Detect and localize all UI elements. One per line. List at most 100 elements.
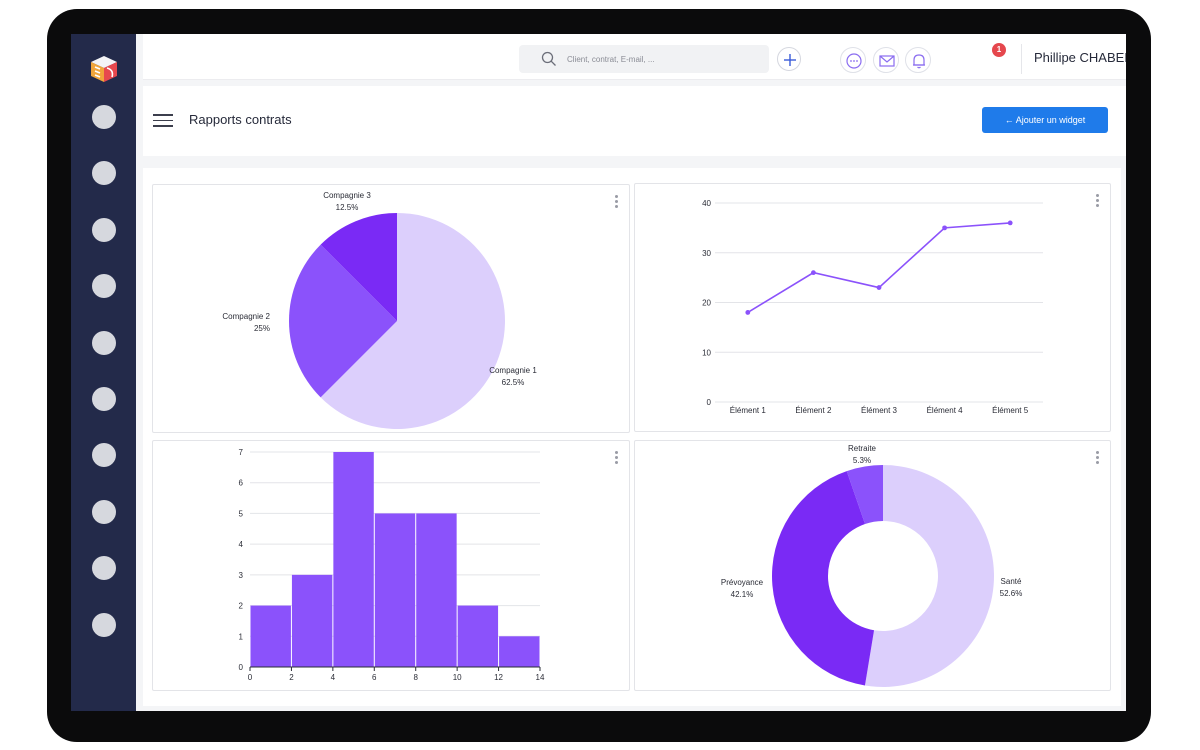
- x-tick-label: 2: [289, 673, 294, 682]
- histogram-bar: [250, 605, 291, 667]
- y-tick-label: 30: [702, 249, 711, 258]
- line-point: [1007, 220, 1013, 226]
- search-box[interactable]: [519, 45, 769, 73]
- sidebar-item-4[interactable]: [92, 274, 116, 298]
- app-screen: 1 Phillipe CHABERT Rapports contrats ← A…: [71, 34, 1126, 711]
- pie-label-name: Compagnie 3: [323, 191, 371, 200]
- notifications-button[interactable]: [905, 47, 931, 73]
- sidebar-item-1[interactable]: [92, 105, 116, 129]
- pie-label-name: Compagnie 2: [222, 312, 270, 321]
- donut-slice: [772, 471, 875, 686]
- bar-chart-card: 0 1 2 3 4 5 6 7 0 2 4 6 8 10 12 14: [152, 440, 630, 691]
- top-bar: 1 Phillipe CHABERT: [143, 34, 1126, 80]
- search-input[interactable]: [567, 49, 757, 69]
- page-title: Rapports contrats: [189, 112, 292, 127]
- plus-icon: [784, 54, 796, 66]
- donut-label-value: 42.1%: [731, 590, 754, 599]
- sidebar-item-6[interactable]: [92, 387, 116, 411]
- y-tick-label: 3: [239, 571, 244, 580]
- more-options-icon[interactable]: [615, 451, 619, 465]
- more-options-icon[interactable]: [615, 195, 619, 209]
- x-tick-label: Élément 4: [927, 406, 964, 415]
- line-series: [747, 222, 1011, 314]
- histogram-bar: [374, 513, 416, 667]
- x-tick-label: Élément 5: [992, 406, 1029, 415]
- sidebar: [71, 34, 136, 711]
- donut-label-value: 5.3%: [853, 456, 871, 465]
- line-point: [942, 225, 947, 231]
- divider: [1021, 44, 1022, 74]
- notification-badge: 1: [992, 43, 1006, 57]
- sidebar-item-8[interactable]: [92, 500, 116, 524]
- y-tick-label: 6: [239, 479, 244, 488]
- donut-label-name: Retraite: [848, 444, 877, 453]
- x-tick-label: 12: [494, 673, 503, 682]
- pie-chart-card: Compagnie 1 62.5% Compagnie 2 25% Compagnie …: [152, 184, 630, 433]
- donut-chart: Santé 52.6% Prévoyance 42.1% Retraite 5.3%: [721, 444, 1023, 687]
- chat-icon: [846, 53, 862, 69]
- x-tick-label: 4: [331, 673, 336, 682]
- pie-slice: [320, 213, 505, 429]
- y-tick-label: 5: [239, 509, 244, 518]
- app-logo-icon: [91, 56, 117, 82]
- donut-label-name: Prévoyance: [721, 578, 764, 587]
- mail-button[interactable]: [873, 47, 899, 73]
- widgets-area: Compagnie 1 62.5% Compagnie 2 25% Compagnie …: [143, 168, 1121, 706]
- y-tick-label: 0: [239, 663, 244, 672]
- add-button[interactable]: [777, 47, 801, 71]
- pie-chart: Compagnie 1 62.5% Compagnie 2 25% Compagnie …: [222, 191, 537, 429]
- x-tick-label: 10: [453, 673, 462, 682]
- x-tick-label: 0: [248, 673, 253, 682]
- sidebar-item-5[interactable]: [92, 331, 116, 355]
- page-header: Rapports contrats ← Ajouter un widget: [143, 86, 1126, 156]
- histogram-bar: [291, 574, 333, 667]
- y-tick-label: 20: [702, 299, 711, 308]
- pie-label-name: Compagnie 1: [489, 366, 537, 375]
- histogram-bar: [333, 452, 374, 667]
- donut-label-name: Santé: [1001, 577, 1022, 586]
- sidebar-item-10[interactable]: [92, 613, 116, 637]
- user-name[interactable]: Phillipe CHABERT: [1034, 50, 1126, 65]
- x-tick-label: Élément 2: [795, 406, 832, 415]
- line-point: [811, 270, 816, 276]
- donut-chart-card: Santé 52.6% Prévoyance 42.1% Retraite 5.3%: [634, 440, 1111, 691]
- line-chart: 0 10 20 30 40 Élément 1 Élément 2 Élément 3 Élém…: [702, 199, 1043, 415]
- y-tick-label: 0: [707, 398, 712, 407]
- more-options-icon[interactable]: [1096, 451, 1100, 465]
- histogram-bar: [499, 636, 540, 667]
- donut-label-value: 52.6%: [1000, 589, 1023, 598]
- line-chart-card: 0 10 20 30 40 Élément 1 Élément 2 Élément 3 Élém…: [634, 183, 1111, 432]
- pie-slice: [320, 213, 397, 321]
- sidebar-item-7[interactable]: [92, 443, 116, 467]
- line-point: [745, 310, 751, 315]
- y-tick-label: 4: [239, 540, 244, 549]
- bell-icon: [913, 54, 925, 69]
- histogram-bar: [416, 513, 457, 667]
- donut-slice: [846, 465, 883, 525]
- mail-icon: [879, 55, 895, 67]
- y-tick-label: 2: [239, 602, 244, 611]
- x-tick-label: Élément 1: [730, 406, 767, 415]
- sidebar-item-3[interactable]: [92, 218, 116, 242]
- line-point: [876, 285, 882, 290]
- y-tick-label: 10: [702, 348, 711, 357]
- y-tick-label: 7: [239, 448, 244, 457]
- menu-icon[interactable]: [153, 114, 173, 128]
- x-tick-label: Élément 3: [861, 406, 898, 415]
- chat-button[interactable]: [840, 47, 866, 73]
- search-icon: [541, 51, 556, 66]
- sidebar-item-9[interactable]: [92, 556, 116, 580]
- more-options-icon[interactable]: [1096, 194, 1100, 208]
- pie-label-value: 25%: [254, 324, 270, 333]
- donut-slice: [864, 465, 994, 687]
- pie-slice: [289, 244, 397, 398]
- histogram-bar: [457, 605, 499, 667]
- add-widget-button[interactable]: ← Ajouter un widget: [982, 107, 1108, 133]
- x-tick-label: 6: [372, 673, 377, 682]
- pie-label-value: 12.5%: [336, 203, 359, 212]
- sidebar-item-2[interactable]: [92, 161, 116, 185]
- x-tick-label: 14: [536, 673, 545, 682]
- y-tick-label: 40: [702, 199, 711, 208]
- y-tick-label: 1: [239, 632, 244, 641]
